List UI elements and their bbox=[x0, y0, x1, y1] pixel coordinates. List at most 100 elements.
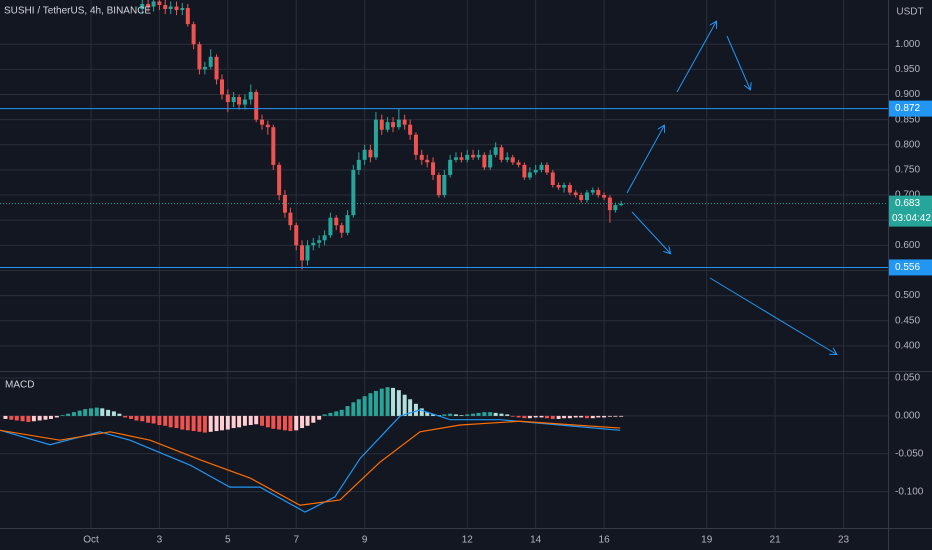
macd-histogram-bar bbox=[100, 408, 105, 416]
x-tick-label: 14 bbox=[530, 535, 542, 546]
x-tick-label: 19 bbox=[701, 535, 713, 546]
candle-body bbox=[465, 154, 470, 160]
macd-histogram-bar bbox=[613, 415, 618, 417]
macd-histogram-bar bbox=[465, 414, 470, 416]
candle-body bbox=[573, 192, 578, 196]
macd-histogram-bar bbox=[88, 408, 93, 416]
macd-histogram-bar bbox=[43, 415, 48, 420]
macd-histogram-bar bbox=[425, 412, 430, 416]
macd-histogram-bar bbox=[220, 415, 224, 431]
macd-histogram-bar bbox=[191, 415, 196, 432]
macd-histogram-bar bbox=[214, 415, 219, 432]
macd-tick-label: 0.050 bbox=[895, 373, 920, 384]
macd-histogram-bar bbox=[476, 412, 481, 416]
macd-histogram-bar bbox=[459, 415, 464, 416]
candle-body bbox=[584, 192, 589, 201]
macd-histogram-bar bbox=[242, 415, 247, 426]
macd-histogram-bar bbox=[260, 415, 265, 426]
candle-body bbox=[231, 97, 236, 103]
price-tag bbox=[889, 259, 932, 276]
macd-histogram-bar bbox=[54, 415, 59, 418]
arrow bbox=[676, 22, 716, 93]
macd-histogram-bar bbox=[533, 415, 538, 418]
candle-body bbox=[431, 162, 436, 175]
candle-body bbox=[362, 149, 367, 160]
candle-body bbox=[248, 91, 253, 100]
macd-histogram-bar bbox=[3, 415, 8, 419]
candle-body bbox=[288, 212, 293, 226]
candle-body bbox=[277, 164, 282, 196]
candle-body bbox=[180, 8, 185, 11]
price-tag bbox=[889, 100, 932, 117]
candle-body bbox=[471, 154, 476, 158]
macd-histogram-bar bbox=[596, 415, 601, 418]
macd-histogram-bar bbox=[300, 415, 305, 429]
candle-body bbox=[271, 127, 276, 165]
macd-histogram-bar bbox=[522, 415, 527, 419]
macd-histogram-bar bbox=[356, 399, 361, 416]
candle-body bbox=[448, 159, 453, 175]
candle-body bbox=[254, 91, 259, 120]
candle-body bbox=[453, 157, 458, 160]
candle-body bbox=[317, 240, 322, 243]
macd-histogram-bar bbox=[163, 415, 168, 426]
candle-body bbox=[527, 172, 532, 178]
last-price-tag bbox=[889, 195, 932, 227]
y-tick-label: 0.950 bbox=[895, 64, 920, 75]
macd-histogram-bar bbox=[151, 415, 156, 424]
candle-body bbox=[242, 99, 247, 105]
arrow bbox=[626, 126, 664, 194]
candle-body bbox=[311, 242, 316, 246]
macd-histogram-bar bbox=[442, 414, 447, 416]
y-tick-label: 0.450 bbox=[895, 315, 920, 326]
macd-histogram-bar bbox=[499, 413, 504, 416]
macd-histogram-bar bbox=[66, 413, 71, 416]
candle-body bbox=[260, 119, 265, 125]
macd-histogram-bar bbox=[379, 388, 384, 416]
price-tag-label: 0.556 bbox=[895, 262, 920, 273]
macd-histogram-bar bbox=[453, 414, 458, 416]
macd-histogram-bar bbox=[602, 415, 607, 418]
macd-histogram-bar bbox=[271, 415, 276, 429]
macd-histogram-bar bbox=[60, 415, 65, 416]
candle-body bbox=[590, 190, 595, 193]
x-tick-label: 7 bbox=[293, 535, 299, 546]
macd-pane bbox=[0, 387, 624, 513]
macd-histogram-bar bbox=[413, 403, 418, 416]
candle-body bbox=[322, 235, 327, 241]
macd-histogram-bar bbox=[168, 415, 173, 428]
macd-histogram-bar bbox=[373, 390, 378, 416]
macd-histogram-bar bbox=[391, 387, 396, 416]
macd-histogram-bar bbox=[368, 393, 373, 416]
macd-histogram-bar bbox=[396, 390, 401, 416]
macd-histogram-bar bbox=[294, 415, 299, 431]
macd-histogram-bar bbox=[510, 415, 515, 417]
macd-histogram-bar bbox=[225, 415, 230, 430]
macd-histogram-bar bbox=[157, 415, 162, 426]
candle-body bbox=[442, 174, 447, 196]
x-tick-label: 16 bbox=[599, 535, 611, 546]
candle-body bbox=[373, 119, 378, 158]
macd-histogram-bar bbox=[282, 415, 287, 431]
y-tick-label: 0.400 bbox=[895, 341, 920, 352]
candle-body bbox=[351, 169, 356, 216]
candle-body bbox=[459, 157, 464, 160]
candle-body bbox=[174, 6, 179, 11]
macd-histogram-bar bbox=[590, 415, 595, 419]
macd-line bbox=[0, 409, 621, 513]
candle-body bbox=[282, 195, 287, 213]
macd-histogram-bar bbox=[111, 411, 116, 416]
macd-histogram-bar bbox=[265, 415, 270, 428]
candle-body bbox=[356, 159, 361, 170]
macd-histogram-bar bbox=[146, 415, 151, 423]
x-tick-label: 12 bbox=[462, 535, 474, 546]
candle-body bbox=[482, 154, 487, 168]
candle-body bbox=[163, 5, 168, 10]
macd-histogram-bar bbox=[9, 415, 14, 420]
macd-line bbox=[0, 420, 621, 506]
candle-body bbox=[202, 66, 207, 70]
currency-label: USDT bbox=[896, 7, 923, 18]
macd-histogram-bar bbox=[544, 415, 549, 419]
candle-body bbox=[550, 172, 555, 185]
candle-body bbox=[402, 119, 407, 125]
